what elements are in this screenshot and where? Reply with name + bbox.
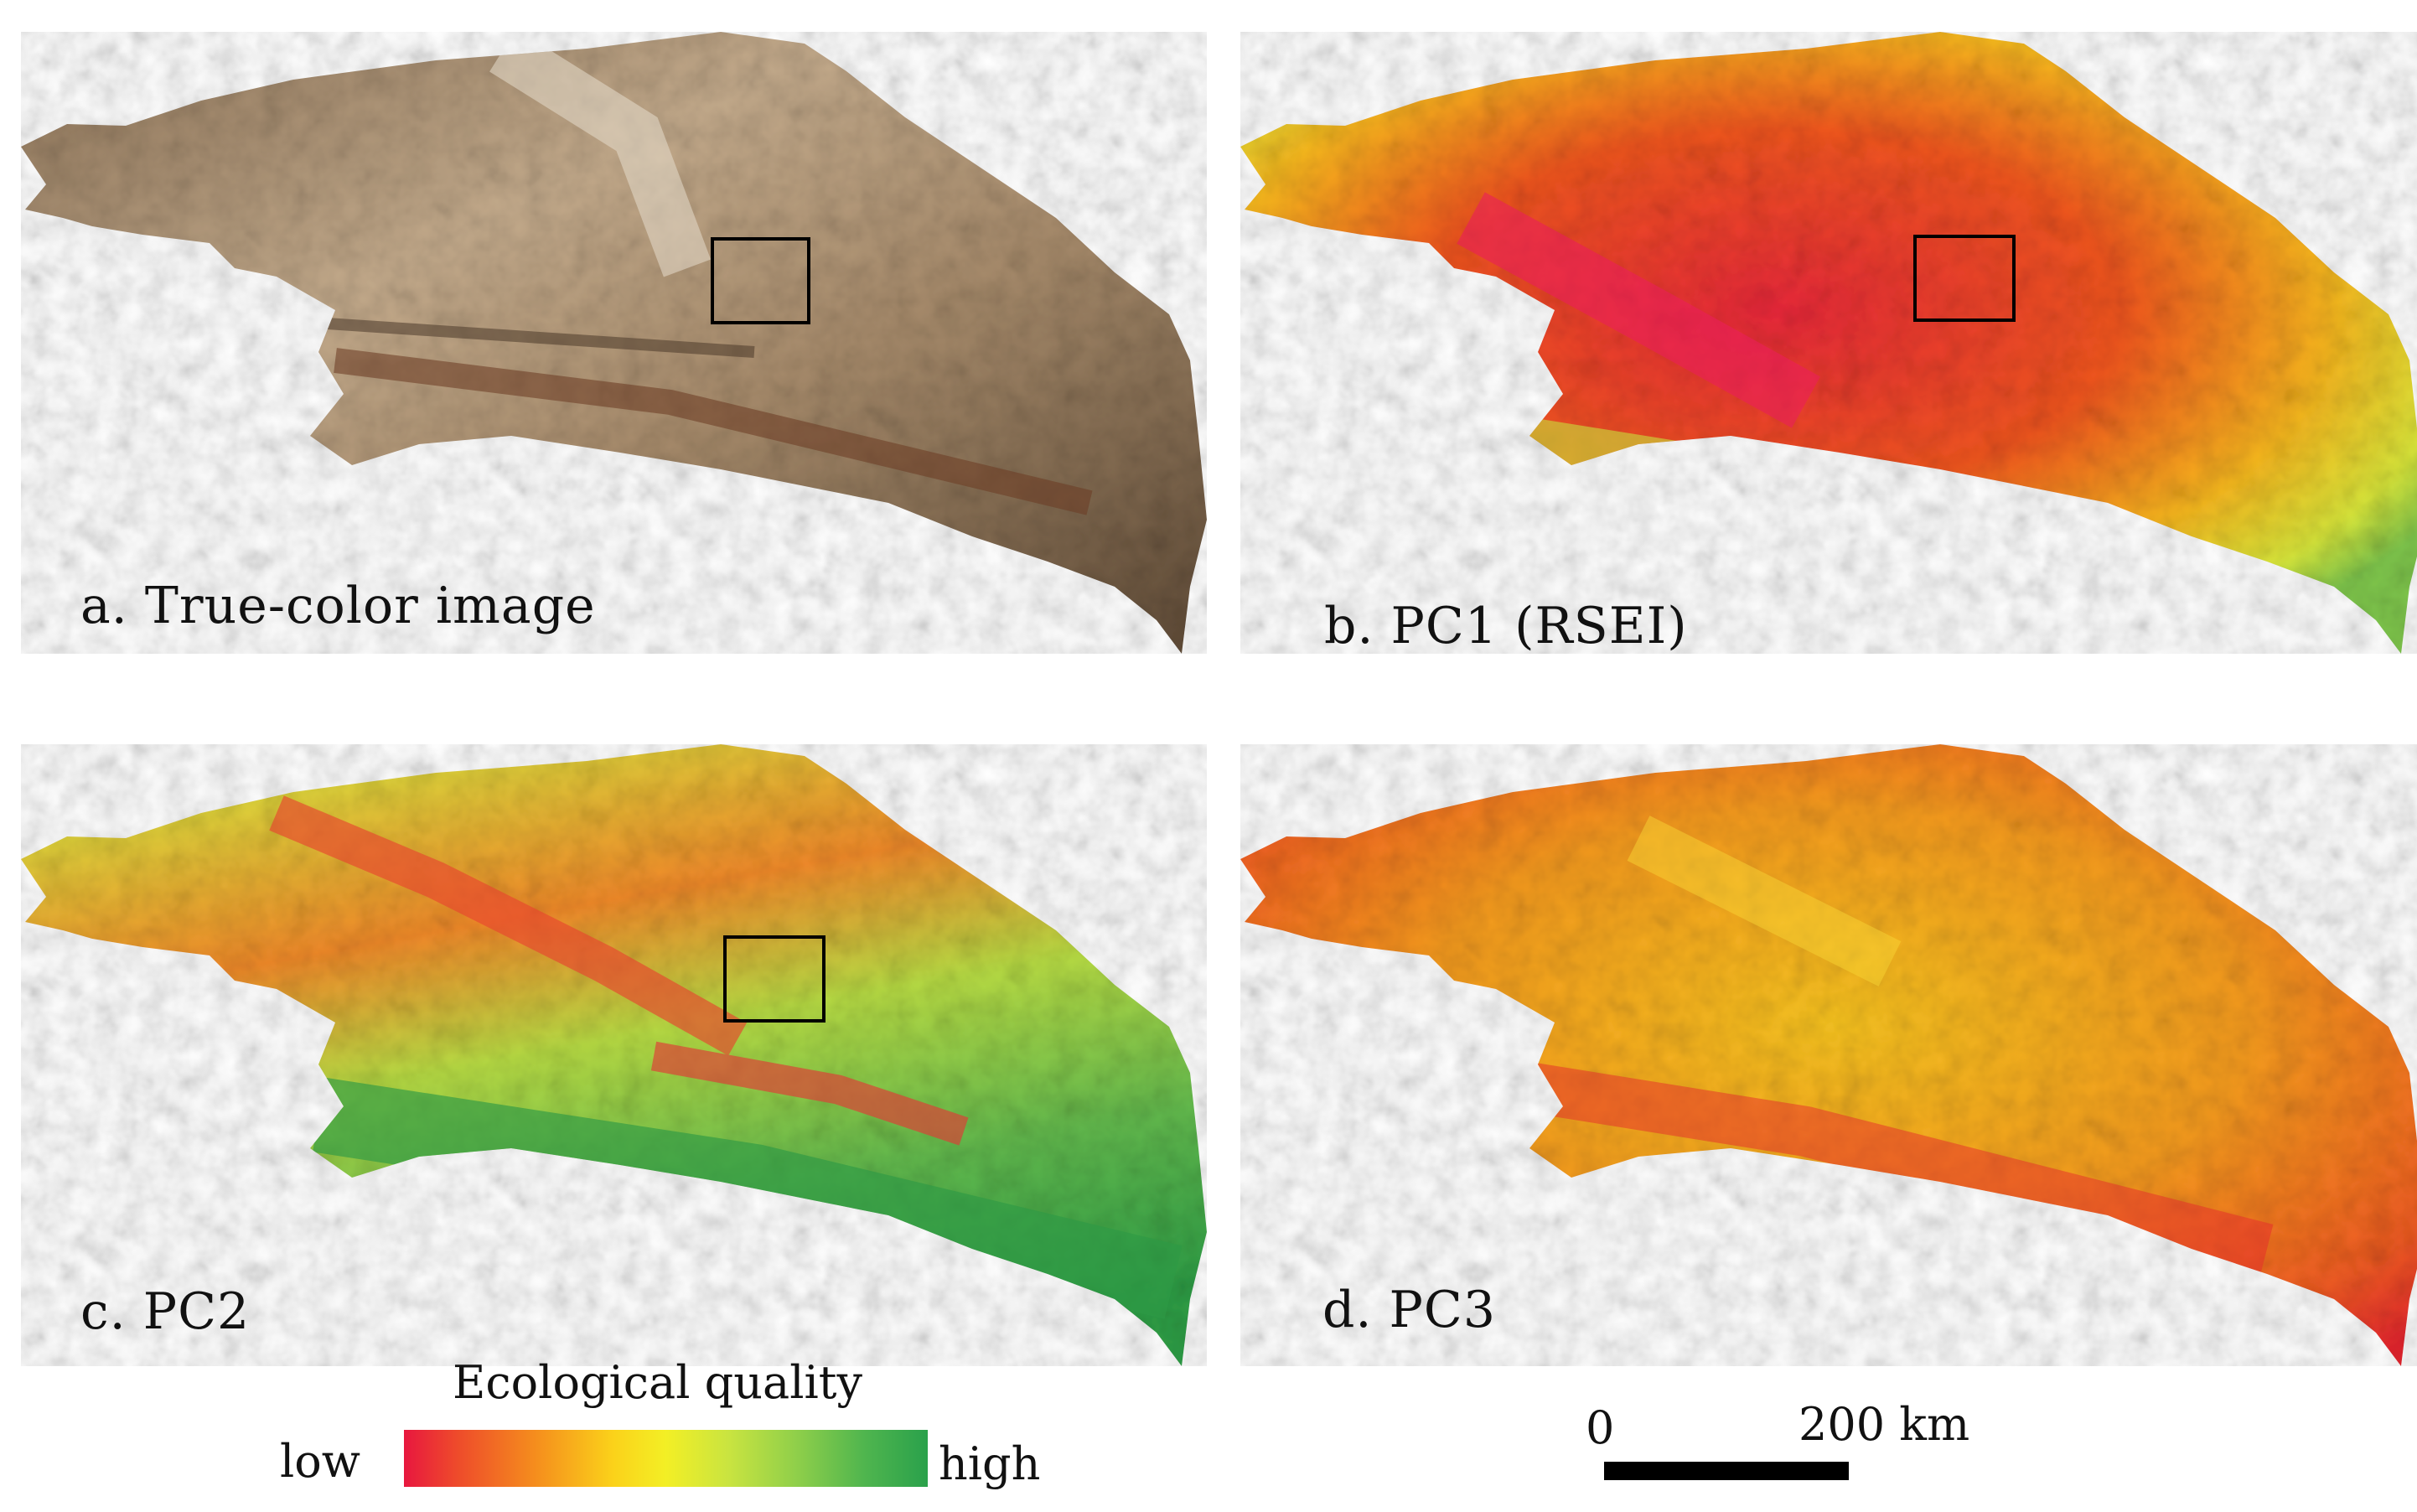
legend-title: Ecological quality [453, 1356, 862, 1409]
scale-bar-end-label: 200 km [1799, 1398, 1970, 1451]
panel-label-c: c. PC2 [80, 1282, 251, 1341]
pc3-map [1240, 744, 2417, 1366]
study-area-box [723, 935, 826, 1023]
legend-high-label: high [939, 1437, 1041, 1490]
true-color-map [21, 32, 1207, 654]
legend-low-label: low [280, 1435, 361, 1488]
legend-color-ramp [404, 1430, 928, 1487]
study-area-box [711, 237, 810, 324]
panel-label-a: a. True-color image [80, 577, 596, 635]
study-area-box [1913, 235, 2016, 322]
scale-bar-start-label: 0 [1586, 1401, 1615, 1454]
panel-label-d: d. PC3 [1322, 1281, 1497, 1339]
pc1-rsei-map [1240, 32, 2417, 654]
scale-bar [1604, 1462, 1849, 1480]
pc2-map [21, 744, 1207, 1366]
panel-label-b: b. PC1 (RSEI) [1324, 597, 1688, 655]
